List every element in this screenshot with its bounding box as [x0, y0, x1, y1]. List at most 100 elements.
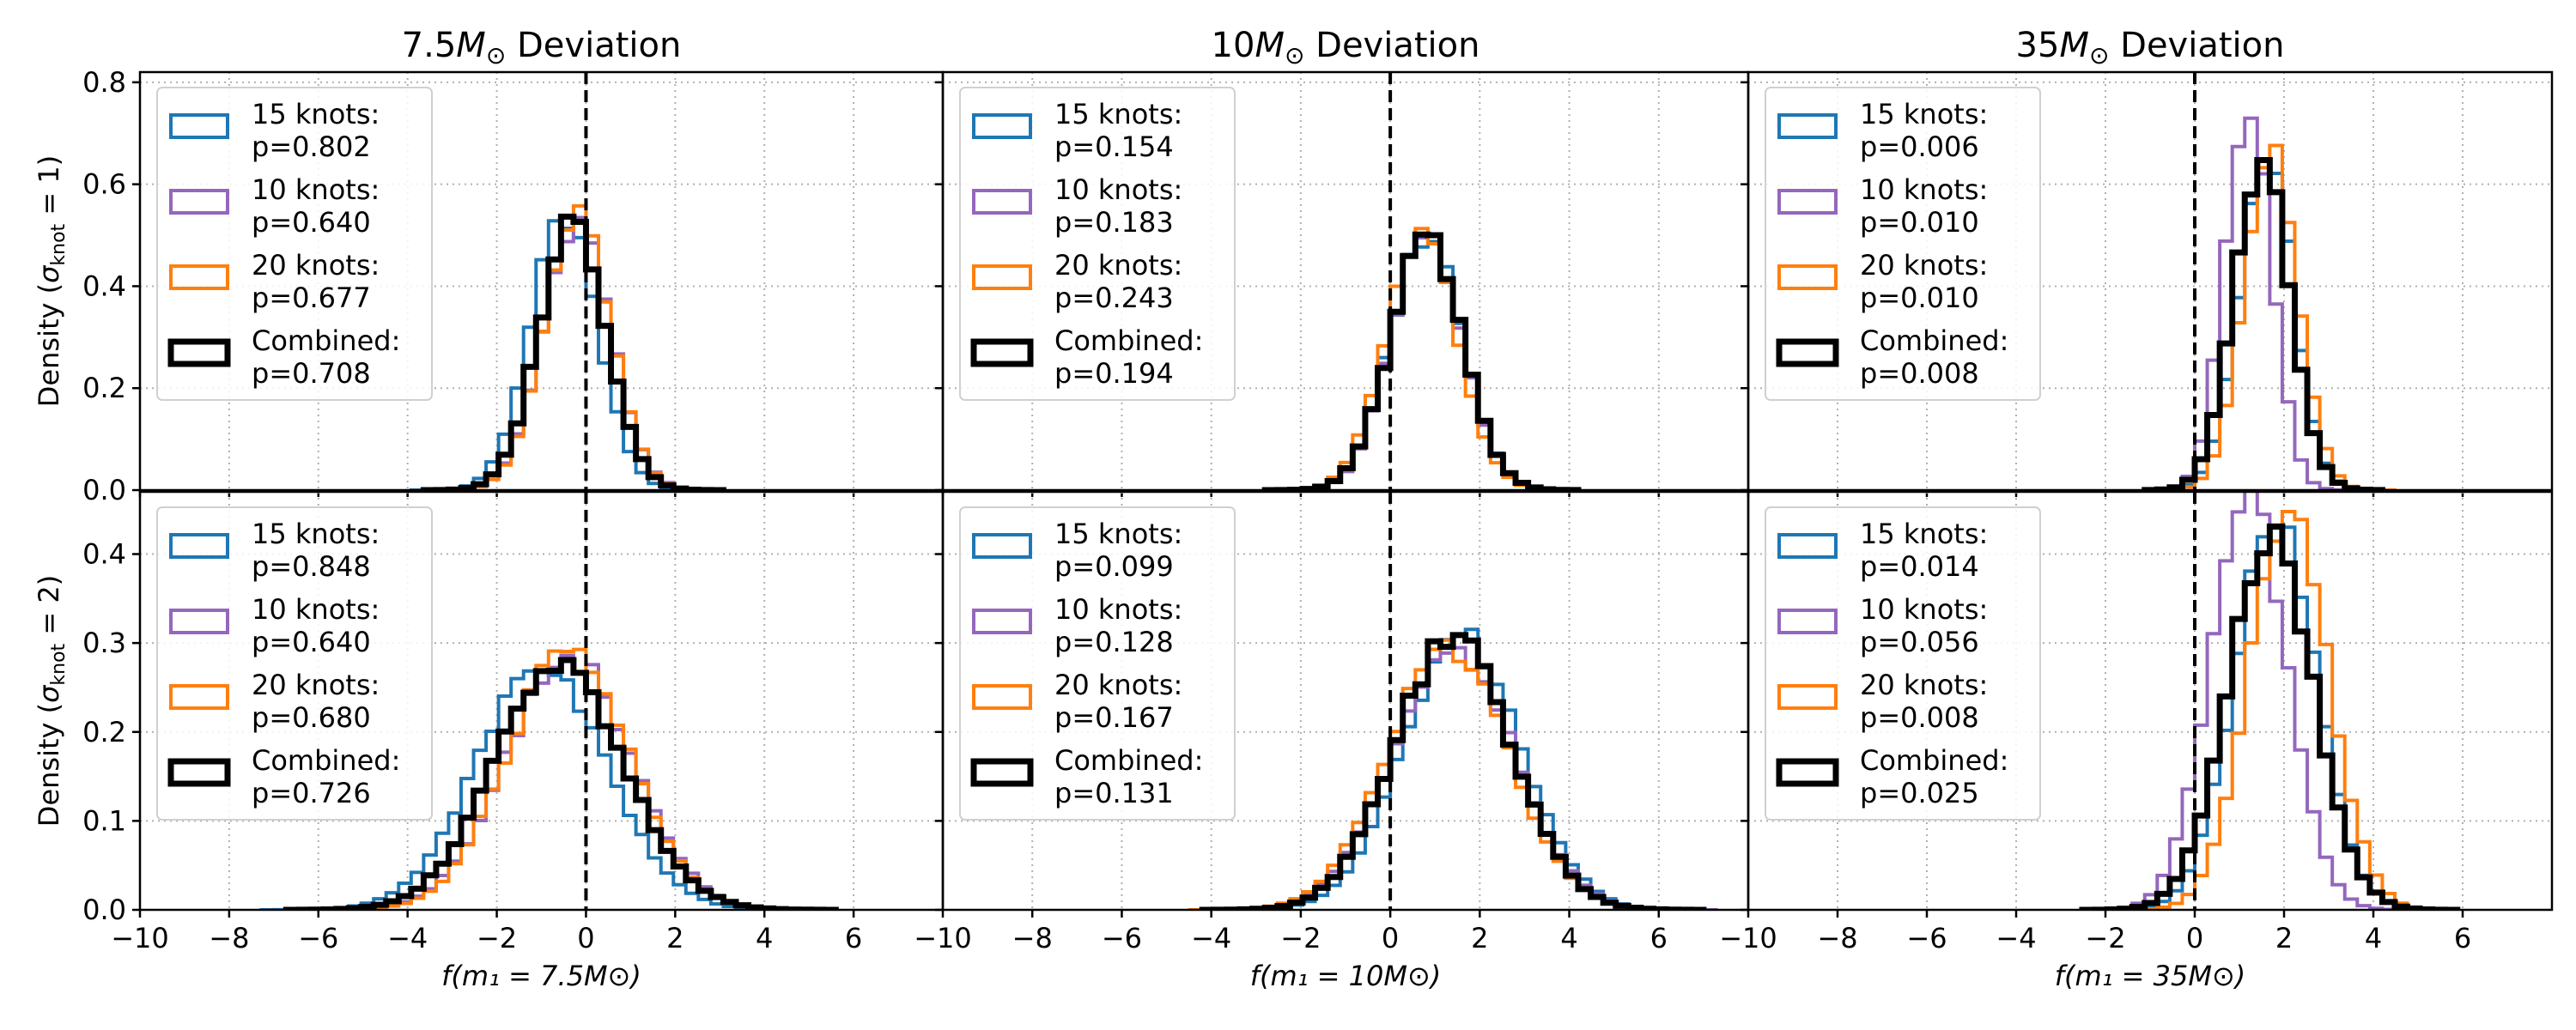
x-tick-label: −4	[1191, 922, 1231, 954]
histograms	[1188, 627, 1718, 910]
x-tick-label: −8	[1817, 922, 1857, 954]
legend-label: Combined:	[1860, 324, 2008, 357]
legend-p-value: p=0.680	[252, 701, 371, 734]
y-tick-label: 0.1	[82, 804, 126, 837]
legend-p-value: p=0.167	[1054, 701, 1174, 734]
legend-label: 10 knots:	[1860, 593, 1988, 626]
legend-box	[156, 506, 433, 821]
x-tick-label: −10	[111, 922, 169, 954]
y-axis-label: Density (σknot = 2)	[33, 575, 70, 827]
legend-swatch	[972, 264, 1032, 290]
legend-label: 10 knots:	[1054, 593, 1182, 626]
panel-r1-c1: −10 −8 −6 −4 −2 0 2 4 6 15 knots:p=0.099 10 knots:…	[914, 490, 1750, 954]
x-axis-label: f(m₁ = 7.5M⊙)	[441, 960, 641, 992]
x-tick-label: 6	[2454, 922, 2471, 954]
legend: 15 knots:p=0.848 10 knots:p=0.640 20 knots…	[156, 506, 433, 821]
legend: 15 knots:p=0.014 10 knots:p=0.056 20 knots…	[1765, 506, 2041, 821]
y-tick-label: 0.4	[82, 538, 126, 571]
x-tick-label: 2	[2275, 922, 2293, 954]
histogram-combined	[2142, 157, 2385, 490]
histograms	[259, 647, 839, 910]
histograms	[2142, 116, 2397, 490]
legend-label: 10 knots:	[1054, 173, 1182, 206]
legend-box	[959, 87, 1236, 401]
legend-swatch	[1776, 338, 1839, 367]
histogram-combined	[1199, 632, 1707, 910]
histograms	[2079, 492, 2461, 910]
legend-swatch	[1777, 264, 1838, 290]
histogram-20-knots	[434, 203, 726, 490]
x-tick-label: −6	[298, 922, 338, 954]
legend-swatch	[1776, 758, 1839, 787]
legend-p-value: p=0.194	[1054, 357, 1174, 390]
legend-label: 15 knots:	[1054, 98, 1182, 130]
legend-p-value: p=0.243	[1054, 282, 1174, 314]
legend-swatch	[167, 338, 231, 367]
x-tick-label: −6	[1102, 922, 1142, 954]
legend-label: 15 knots:	[1054, 518, 1182, 550]
legend-swatch	[1777, 113, 1838, 139]
legend-label: 20 knots:	[1860, 669, 1988, 701]
x-tick-label: 2	[1471, 922, 1488, 954]
histogram-10-knots	[1275, 234, 1580, 490]
y-tick-label: 0.2	[82, 372, 126, 404]
legend-box	[1765, 87, 2041, 401]
legend-swatch	[1777, 189, 1838, 215]
legend-swatch	[972, 533, 1032, 559]
panel-r0-c1: 15 knots:p=0.154 10 knots:p=0.183 20 knots…	[935, 70, 1750, 497]
legend-p-value: p=0.008	[1860, 701, 1979, 734]
x-tick-label: −2	[2085, 922, 2125, 954]
legend-p-value: p=0.131	[1054, 777, 1174, 809]
legend-swatch	[972, 113, 1032, 139]
histogram-combined	[420, 213, 726, 490]
legend-label: Combined:	[252, 324, 400, 357]
legend-p-value: p=0.848	[252, 550, 371, 583]
legend-label: Combined:	[252, 744, 400, 777]
legend-label: 20 knots:	[1054, 669, 1182, 701]
column-title: 35M⊙ Deviation	[2016, 26, 2285, 70]
legend-swatch	[972, 189, 1032, 215]
histogram-20-knots	[2155, 143, 2397, 490]
panel-r1-c0: 0.00.10.20.30.4−10 −8 −6 −4 −2 0 2 4 615 knots:p…	[82, 490, 945, 954]
histogram-combined	[283, 657, 839, 910]
axes-frame	[1747, 70, 2554, 492]
legend-p-value: p=0.154	[1054, 130, 1174, 163]
grid	[943, 72, 1748, 490]
legend-p-value: p=0.006	[1860, 130, 1979, 163]
x-tick-label: −2	[477, 922, 517, 954]
legend-swatch	[169, 684, 229, 710]
x-tick-label: 4	[2365, 922, 2382, 954]
legend-p-value: p=0.640	[252, 626, 371, 658]
x-tick-label: 2	[666, 922, 683, 954]
legend: 15 knots:p=0.154 10 knots:p=0.183 20 knots…	[959, 87, 1236, 401]
legend-p-value: p=0.802	[252, 130, 371, 163]
column-title: 7.5M⊙ Deviation	[402, 26, 682, 70]
legend-swatch	[972, 609, 1032, 634]
legend-p-value: p=0.056	[1860, 626, 1979, 658]
histogram-15-knots	[2142, 158, 2385, 490]
y-tick-label: 0.8	[82, 66, 126, 99]
legend-label: 10 knots:	[1860, 173, 1988, 206]
legend-box	[959, 506, 1236, 821]
legend-p-value: p=0.183	[1054, 206, 1174, 239]
legend-box	[1765, 506, 2041, 821]
legend-swatch	[169, 113, 229, 139]
histogram-combined	[2079, 523, 2461, 910]
y-tick-label: 0.3	[82, 627, 126, 659]
legend-p-value: p=0.025	[1860, 777, 1979, 809]
legend-swatch	[970, 338, 1034, 367]
legend-label: 20 knots:	[1054, 249, 1182, 282]
x-tick-label: 6	[1650, 922, 1668, 954]
legend-label: Combined:	[1054, 744, 1203, 777]
legend: 15 knots:p=0.099 10 knots:p=0.128 20 knots…	[959, 506, 1236, 821]
x-axis-label: f(m₁ = 35M⊙)	[2055, 960, 2246, 992]
x-tick-label: 0	[1382, 922, 1399, 954]
histogram-combined	[1261, 231, 1582, 490]
histogram-20-knots	[1188, 638, 1705, 910]
legend-label: 20 knots:	[252, 669, 380, 701]
legend-label: 20 knots:	[252, 249, 380, 282]
histograms	[409, 203, 726, 490]
legend-swatch	[1777, 533, 1838, 559]
